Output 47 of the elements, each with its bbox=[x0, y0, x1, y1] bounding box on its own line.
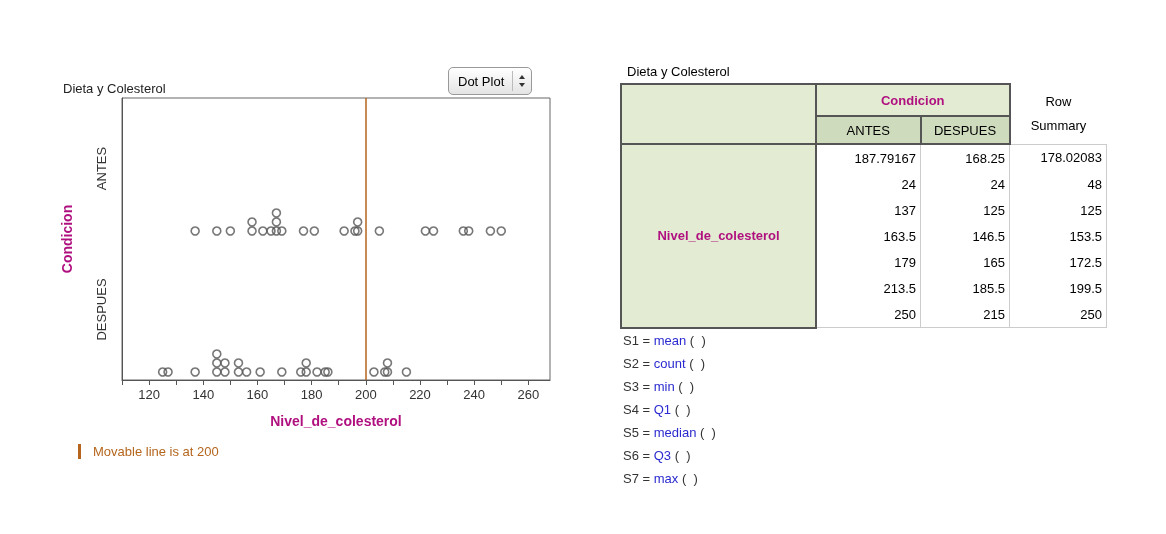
category-label: Row Summary bbox=[1029, 92, 1088, 135]
text: S5 = median ( ) bbox=[623, 423, 717, 442]
text: 163.5 bbox=[816, 223, 921, 249]
text: 125 bbox=[1009, 197, 1107, 223]
text: 250 bbox=[816, 301, 921, 328]
category-label: DESPUES bbox=[920, 116, 1010, 144]
x-tick-label: 160 bbox=[246, 387, 269, 402]
text: Dieta y Colesterol bbox=[627, 64, 731, 79]
text: 213.5 bbox=[816, 275, 921, 301]
text: Condicion bbox=[816, 84, 1010, 116]
text: S2 = count ( ) bbox=[623, 354, 707, 373]
text: 24 bbox=[816, 171, 921, 197]
text: 187.79167 bbox=[816, 144, 921, 171]
x-tick-label: 200 bbox=[354, 387, 377, 402]
text: 146.5 bbox=[920, 223, 1010, 249]
text: 137 bbox=[816, 197, 921, 223]
text: 250 bbox=[1009, 301, 1107, 328]
x-tick-label: 120 bbox=[138, 387, 160, 402]
text: 215 bbox=[920, 301, 1010, 328]
x-tick-label: 220 bbox=[409, 387, 431, 402]
chart-title: Dieta y Colesterol bbox=[63, 81, 166, 96]
text: Dot Plot bbox=[458, 73, 505, 89]
x-tick-label: 180 bbox=[300, 387, 323, 402]
text: 24 bbox=[920, 171, 1010, 197]
text: 185.5 bbox=[920, 275, 1010, 301]
legend-label: Movable line is at 200 bbox=[78, 444, 219, 459]
x-tick-label: 240 bbox=[463, 387, 485, 402]
text: 153.5 bbox=[1009, 223, 1107, 249]
y-axis-title: Condicion bbox=[59, 204, 75, 274]
x-tick-label: 140 bbox=[192, 387, 215, 402]
text: S6 = Q3 ( ) bbox=[623, 446, 692, 465]
text: 178.02083 bbox=[1009, 144, 1107, 171]
x-tick-label: 260 bbox=[517, 387, 540, 402]
text: 179 bbox=[816, 249, 921, 275]
text: 165 bbox=[920, 249, 1010, 275]
text: S1 = mean ( ) bbox=[623, 331, 707, 350]
text: S4 = Q1 ( ) bbox=[623, 400, 692, 419]
text: Nivel_de_colesterol bbox=[621, 144, 816, 328]
text: 48 bbox=[1009, 171, 1107, 197]
text: 199.5 bbox=[1009, 275, 1107, 301]
text: S7 = max ( ) bbox=[623, 469, 699, 488]
text: S3 = min ( ) bbox=[623, 377, 696, 396]
category-label: ANTES bbox=[816, 116, 921, 144]
text: 125 bbox=[920, 197, 1010, 223]
x-axis-title: Nivel_de_colesterol bbox=[270, 413, 402, 429]
text: 168.25 bbox=[920, 144, 1010, 171]
text: 172.5 bbox=[1009, 249, 1107, 275]
